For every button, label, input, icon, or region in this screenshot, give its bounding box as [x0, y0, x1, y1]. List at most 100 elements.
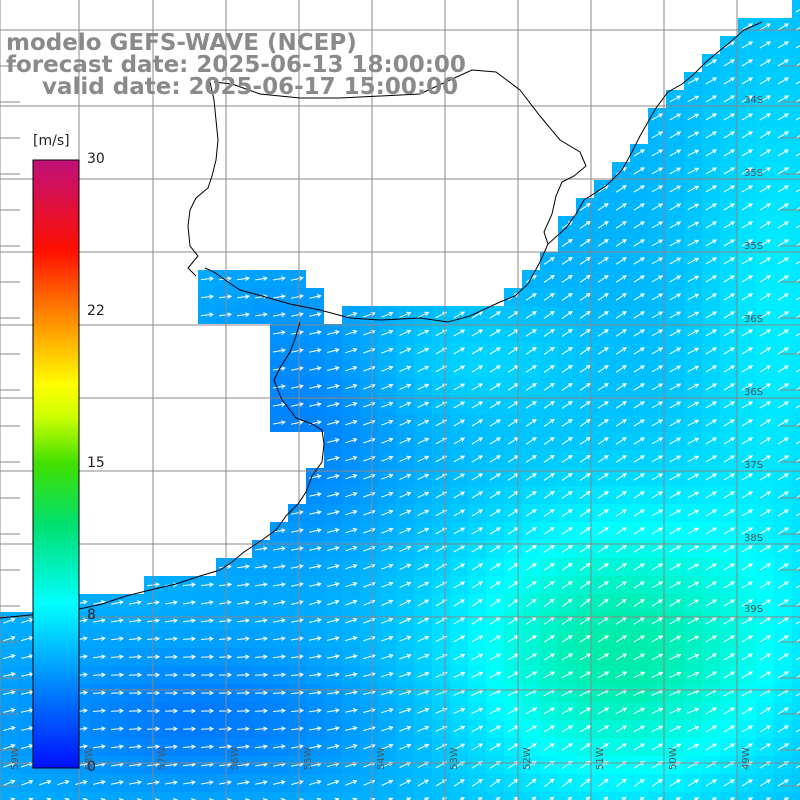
wind-speed-cell	[792, 450, 800, 468]
wind-arrow	[525, 311, 537, 319]
wind-speed-cell	[792, 216, 800, 234]
wind-speed-cell	[792, 0, 800, 18]
wind-speed-cell	[468, 792, 486, 800]
wind-arrow	[597, 725, 610, 733]
wind-arrow	[453, 491, 466, 499]
wind-arrow	[128, 672, 143, 678]
wind-arrow	[453, 743, 466, 751]
wind-arrow	[777, 347, 790, 355]
wind-arrow	[327, 474, 340, 479]
wind-arrow	[651, 239, 664, 247]
wind-arrow	[579, 491, 591, 499]
wind-arrow	[381, 779, 394, 786]
wind-arrow	[290, 672, 305, 678]
wind-arrow	[777, 401, 790, 409]
wind-arrow	[471, 545, 484, 553]
wind-speed-cell	[792, 270, 800, 288]
wind-arrow	[417, 329, 430, 337]
wind-arrow	[669, 509, 682, 517]
wind-arrow	[633, 581, 646, 589]
wind-arrow	[741, 23, 754, 31]
wind-arrow	[723, 599, 736, 607]
wind-arrow	[615, 725, 628, 733]
wind-arrow	[327, 366, 340, 371]
wind-arrow	[579, 743, 591, 751]
wind-arrow	[417, 509, 430, 517]
wind-arrow	[741, 437, 754, 445]
wind-arrow	[417, 653, 430, 660]
wind-arrow	[93, 618, 106, 623]
wind-arrow	[417, 365, 430, 373]
wind-arrow	[291, 276, 304, 281]
wind-arrow	[128, 654, 143, 660]
wind-speed-cell	[792, 486, 800, 504]
wind-arrow	[525, 725, 538, 733]
wind-arrow	[345, 599, 358, 606]
wind-arrow	[399, 347, 412, 354]
wind-arrow	[597, 707, 610, 715]
wind-arrow	[327, 708, 340, 713]
wind-arrow	[254, 726, 269, 732]
wind-arrow	[633, 725, 646, 733]
wind-arrow	[219, 600, 232, 605]
wind-arrow	[759, 635, 772, 643]
wind-arrow	[651, 779, 663, 787]
wind-arrow	[633, 743, 646, 751]
wind-arrow	[633, 455, 646, 463]
wind-arrow	[687, 77, 700, 85]
wind-arrow	[669, 185, 682, 193]
wind-arrow	[615, 617, 627, 625]
wind-arrow	[290, 708, 305, 714]
wind-arrow	[741, 311, 754, 319]
wind-arrow	[669, 239, 682, 247]
wind-arrow	[795, 423, 800, 427]
wind-arrow	[687, 491, 700, 499]
wind-arrow	[543, 743, 555, 751]
wind-arrow	[795, 711, 800, 715]
wind-arrow	[795, 567, 800, 571]
wind-arrow	[92, 654, 107, 660]
wind-arrow	[164, 708, 179, 714]
wind-arrow	[723, 707, 736, 715]
wind-arrow	[777, 527, 790, 535]
wind-arrow	[399, 383, 412, 390]
wind-arrow	[777, 203, 790, 211]
wind-arrow	[795, 279, 800, 283]
wind-speed-cell	[576, 792, 594, 800]
wind-arrow	[453, 527, 466, 535]
wind-arrow	[705, 401, 718, 409]
wind-arrow	[741, 491, 754, 499]
wind-arrow	[237, 600, 250, 605]
wind-arrow	[723, 365, 736, 373]
wind-arrow	[723, 95, 736, 103]
wind-arrow	[579, 365, 591, 373]
wind-arrow	[777, 617, 790, 625]
wind-arrow	[200, 744, 215, 750]
wind-arrow	[254, 636, 269, 642]
colorbar-tick-22: 22	[87, 303, 105, 319]
wind-speed-cell	[792, 162, 800, 180]
wind-arrow	[687, 149, 700, 157]
wind-arrow	[747, 797, 754, 800]
wind-arrow	[489, 491, 502, 499]
wind-arrow	[633, 293, 646, 301]
wind-arrow	[453, 617, 466, 625]
wind-arrow	[705, 509, 718, 517]
wind-arrow	[273, 636, 286, 641]
wind-arrow	[345, 329, 358, 336]
wind-arrow	[417, 581, 430, 589]
wind-arrow	[471, 401, 484, 409]
wind-arrow	[453, 545, 466, 553]
wind-arrow	[777, 707, 790, 715]
wind-arrow	[201, 690, 215, 696]
wind-arrow	[759, 275, 772, 283]
wind-arrow	[219, 780, 232, 785]
colorbar-tick-0: 0	[87, 759, 96, 775]
wind-arrow	[381, 383, 394, 390]
wind-speed-cell	[540, 792, 558, 800]
wind-arrow	[615, 778, 627, 787]
wind-speed-cell	[792, 594, 800, 612]
wind-arrow	[795, 531, 800, 535]
wind-arrow	[309, 654, 322, 659]
wind-arrow	[561, 275, 573, 283]
